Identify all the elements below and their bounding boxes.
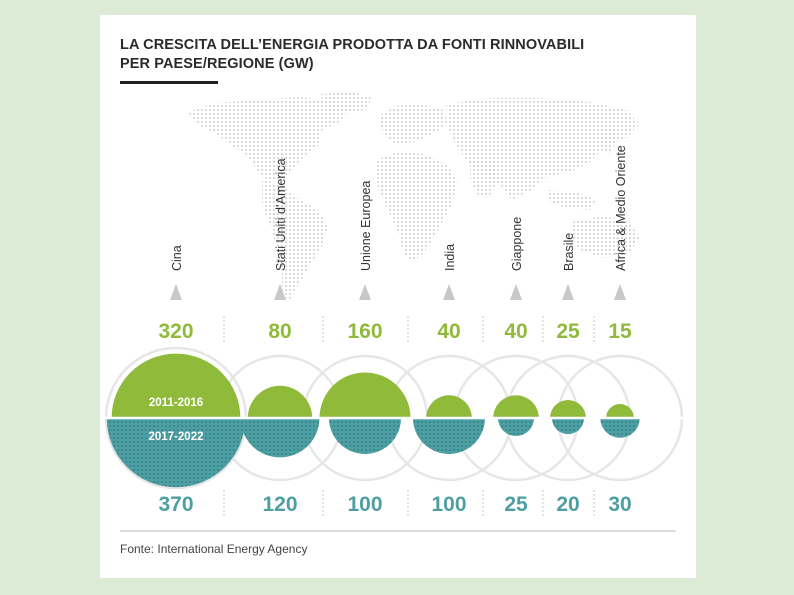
arrow-india [443, 284, 455, 300]
chart-title: LA CRESCITA DELL’ENERGIA PRODOTTA DA FON… [120, 36, 584, 74]
bubble-2011-2016-unione-europea [319, 372, 411, 418]
bubble-2011-2016-giappone [493, 395, 539, 418]
series-label-2011-2016: 2011-2016 [149, 397, 203, 409]
bubble-2011-2016-india [426, 395, 472, 418]
arrow-stati-uniti-d-america [274, 284, 286, 300]
title-line-2: PER PAESE/REGIONE (GW) [120, 56, 314, 72]
label-cina: Cina [170, 245, 184, 271]
value-2017-2022-cina: 370 [158, 493, 193, 516]
label-unione-europea: Unione Europea [359, 181, 373, 271]
title-line-1: LA CRESCITA DELL’ENERGIA PRODOTTA DA FON… [120, 37, 585, 53]
bubble-2017-2022-india [413, 418, 485, 454]
values-2011-2016: 320 80 160 40 40 25 15 [158, 320, 632, 343]
arrow-africa-medio-oriente [614, 284, 626, 300]
bubble-2017-2022-africa-medio-oriente [600, 418, 640, 438]
bubble-2017-2022-brasile [551, 418, 585, 435]
arrow-unione-europea [359, 284, 371, 300]
bubbles [100, 353, 696, 488]
arrow-giappone [510, 284, 522, 300]
arrow-cina [170, 284, 182, 300]
value-2017-2022-stati-uniti-d-america: 120 [262, 493, 297, 516]
bubble-2011-2016-brasile [550, 400, 586, 418]
label-india: India [443, 244, 457, 271]
value-2017-2022-africa-medio-oriente: 30 [608, 493, 631, 516]
world-map-background [188, 92, 640, 300]
bubble-2011-2016-cina [111, 353, 241, 418]
label-africa-medio-oriente: Africa & Medio Oriente [614, 145, 628, 271]
column-separators [223, 316, 595, 518]
value-2011-2016-brasile: 25 [556, 320, 580, 343]
bubble-2017-2022-giappone [498, 418, 534, 436]
bubble-2011-2016-africa-medio-oriente [606, 404, 634, 418]
value-2017-2022-brasile: 20 [556, 493, 579, 516]
label-giappone: Giappone [510, 217, 524, 271]
bubble-2011-2016-stati-uniti-d-america [247, 385, 313, 418]
label-stati-uniti-d-america: Stati Uniti d’America [274, 158, 288, 271]
value-2011-2016-unione-europea: 160 [347, 320, 382, 343]
series-labels: 2011-2016 2017-2022 [149, 397, 204, 443]
value-2011-2016-india: 40 [437, 320, 460, 343]
source-note: Fonte: International Energy Agency [120, 542, 308, 556]
bubble-2017-2022-stati-uniti-d-america [240, 418, 320, 458]
arrow-brasile [562, 284, 574, 300]
value-2011-2016-stati-uniti-d-america: 80 [268, 320, 291, 343]
value-2011-2016-africa-medio-oriente: 15 [608, 320, 632, 343]
value-2017-2022-unione-europea: 100 [347, 493, 382, 516]
value-2017-2022-india: 100 [431, 493, 466, 516]
value-2017-2022-giappone: 25 [504, 493, 528, 516]
title-underline [120, 81, 218, 84]
bubble-2017-2022-cina [106, 418, 246, 488]
series-label-2017-2022: 2017-2022 [149, 431, 204, 443]
label-brasile: Brasile [562, 233, 576, 271]
value-2011-2016-giappone: 40 [504, 320, 527, 343]
values-2017-2022: 370 120 100 100 25 20 30 [158, 493, 631, 516]
country-labels: Cina Stati Uniti d’America Unione Europea I… [170, 145, 628, 300]
value-2011-2016-cina: 320 [158, 320, 193, 343]
bubble-2017-2022-unione-europea [329, 418, 401, 454]
